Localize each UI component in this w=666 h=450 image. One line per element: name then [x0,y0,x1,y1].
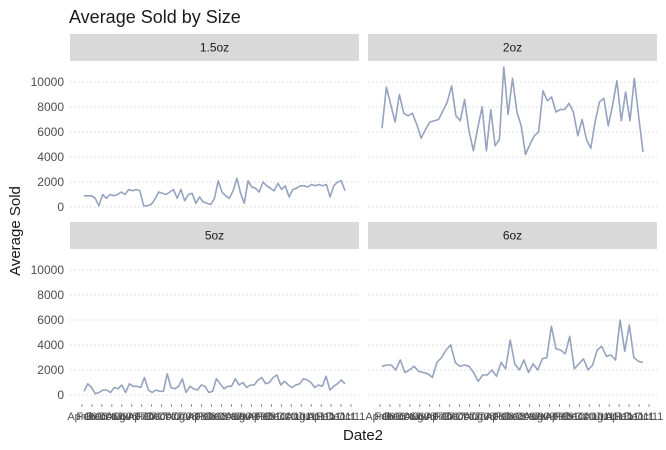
x-tick-label: Jun09 [236,411,266,423]
y-axes: 0 2000 4000 6000 8000 10000 0 2000 4000 6000 8000 1… [31,75,65,402]
x-tick-label: Dec06 [384,411,416,423]
facet-strip-label: 6oz [503,229,522,243]
x-tick-label: Aug08 [464,411,496,423]
x-tick-label: Feb08 [196,411,227,423]
x-tick-label: Feb07 [434,411,465,423]
x-tick-label: Oct06 [97,411,126,423]
y-tick-label: 10000 [31,263,65,277]
x-tick-label: Oct09 [217,411,246,423]
x-tick-label: Apr11 [605,411,634,423]
y-tick-label: 4000 [37,150,64,164]
series-line-2oz [381,66,644,156]
x-tick-label: Aug09 [524,411,556,423]
x-tick-label: Jun07 [117,411,147,423]
facet-strip-label: 2oz [503,41,522,55]
x-tick-label: Feb11 [614,411,644,423]
x-tick-label: Aug08 [166,411,198,423]
x-tick-label: Jun08 [475,411,505,423]
x-tick-label: Aug11 [584,411,615,423]
x-tick-label: Apr08 [485,411,514,423]
y-tick-label: 4000 [37,338,64,352]
x-tick-label: Oct09 [515,411,544,423]
x-tick-label: Jun08 [177,411,207,423]
x-tick-label: Feb07 [136,411,167,423]
y-tick-label: 6000 [37,313,64,327]
y-tick-label: 0 [57,200,64,214]
x-tick-label: Apr06 [365,411,394,423]
x-tick-label: Aug06 [404,411,436,423]
x-tick-label: Feb10 [554,411,585,423]
x-tick-label: Aug09 [226,411,258,423]
facet-strip-label: 1.5oz [200,41,229,55]
x-tick-label: Oct07 [157,411,186,423]
x-tick-label: Feb10 [256,411,287,423]
x-tick-label: Oct10 [277,411,306,423]
x-tick-label: Dec07 [444,411,476,423]
x-tick-label: Dec11 [624,411,655,423]
x-tick-label: Apr09 [545,411,574,423]
facet-strip [368,34,657,61]
facet-panels: 1.5oz 2oz 5oz 6oz [70,34,657,396]
x-tick-label: Dec10 [265,411,297,423]
facet-strip [70,34,359,61]
x-tick-label: Aug11 [286,411,317,423]
x-tick-label: Apr09 [247,411,276,423]
x-tick-label: Oct11 [337,411,366,423]
x-tick-label: Aug06 [106,411,138,423]
x-tick-label: Apr06 [67,411,96,423]
y-tick-label: 8000 [37,100,64,114]
x-tick-label: Oct07 [455,411,484,423]
series-line-6oz [381,319,644,383]
y-tick-label: 6000 [37,125,64,139]
y-tick-label: 10000 [31,75,65,89]
x-tick-label: Jun11 [297,411,326,423]
y-tick-label: 8000 [37,288,64,302]
y-tick-label: 2000 [37,363,64,377]
x-axes: Apr06Feb06Dec06Oct06Aug06Jun07Apr07Feb07… [67,404,663,423]
x-tick-label: Dec09 [206,411,238,423]
x-axis-title: Date2 [343,427,383,444]
x-tick-label: Dec06 [86,411,118,423]
x-tick-label: Dec11 [326,411,357,423]
facet-strip [368,222,657,249]
facet-strip [70,222,359,249]
facet-panel-6oz: 6oz [368,222,657,396]
x-tick-label: Apr07 [127,411,156,423]
x-tick-label: Feb11 [316,411,346,423]
x-tick-label: Oct11 [635,411,664,423]
x-tick-label: Feb06 [374,411,405,423]
facet-panel-5oz: 5oz [70,222,359,396]
x-tick-label: Dec10 [563,411,595,423]
x-tick-label: Feb06 [76,411,107,423]
y-tick-label: 0 [57,388,64,402]
x-tick-label: Dec07 [146,411,178,423]
x-tick-label: Oct06 [395,411,424,423]
x-tick-label: Apr07 [425,411,454,423]
x-tick-label: Jun07 [415,411,445,423]
x-tick-label: Apr08 [187,411,216,423]
series-line-5oz [83,372,346,395]
y-tick-label: 2000 [37,175,64,189]
y-axis-title: Average Sold [7,186,24,276]
facet-strip-label: 5oz [205,229,224,243]
x-tick-label: Oct10 [575,411,604,423]
x-tick-label: Feb08 [494,411,525,423]
chart-title: Average Sold by Size [69,7,241,27]
x-tick-label: Dec09 [504,411,536,423]
x-tick-label: Jun09 [534,411,564,423]
facet-panel-1-5oz: 1.5oz [70,34,359,208]
facet-panel-2oz: 2oz [368,34,657,208]
x-tick-label: Jun11 [595,411,624,423]
series-line-1-5oz [84,177,346,207]
x-tick-label: Apr11 [307,411,336,423]
